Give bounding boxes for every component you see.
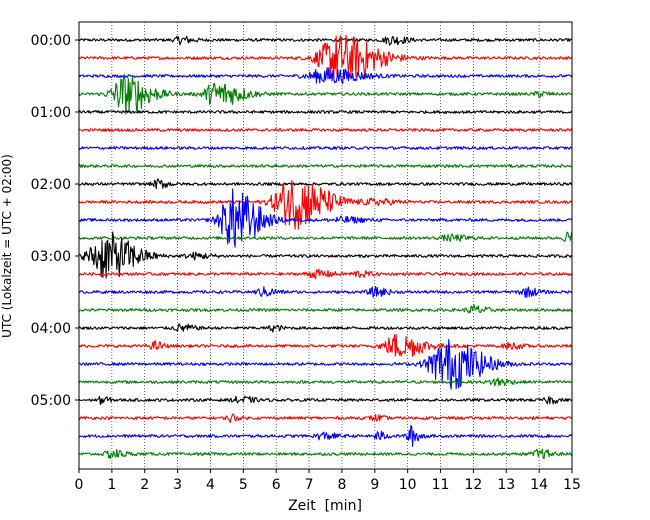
y-tick-label: 02:00 xyxy=(31,177,71,193)
trace-line-3 xyxy=(79,74,572,115)
grid-lines xyxy=(111,22,540,469)
x-tick-label: 2 xyxy=(140,477,149,493)
y-tick-label: 04:00 xyxy=(31,321,71,337)
y-axis-ticks: 00:00 01:00 02:00 03:00 04:00 05:00 xyxy=(31,33,79,409)
trace-line-19 xyxy=(79,377,572,387)
trace-line-14 xyxy=(79,286,572,298)
trace-line-13 xyxy=(79,268,572,280)
trace-line-9 xyxy=(79,179,572,230)
x-tick-label: 3 xyxy=(173,477,182,493)
trace-line-7 xyxy=(79,164,572,168)
x-axis-title: Zeit [min] xyxy=(288,498,362,514)
trace-line-10 xyxy=(79,188,572,248)
y-tick-label: 03:00 xyxy=(31,249,71,265)
trace-line-4 xyxy=(79,110,572,114)
trace-line-22 xyxy=(79,424,572,447)
seismic-traces xyxy=(79,34,572,460)
trace-line-20 xyxy=(79,395,572,406)
trace-line-11 xyxy=(79,231,572,243)
trace-line-1 xyxy=(79,34,572,80)
plot-frame xyxy=(78,21,573,470)
y-axis-title: UTC (Lokalzeit = UTC + 02:00) xyxy=(0,154,14,338)
trace-line-16 xyxy=(79,323,572,333)
x-tick-label: 4 xyxy=(206,477,215,493)
plot-background xyxy=(79,22,572,469)
trace-line-2 xyxy=(79,67,572,85)
trace-line-0 xyxy=(79,35,572,46)
x-tick-label: 0 xyxy=(75,477,84,493)
x-tick-label: 10 xyxy=(399,477,417,493)
x-tick-label: 8 xyxy=(337,477,346,493)
trace-line-8 xyxy=(79,178,572,190)
x-tick-label: 15 xyxy=(563,477,581,493)
x-tick-label: 14 xyxy=(530,477,548,493)
y-tick-label: 01:00 xyxy=(31,105,71,121)
x-tick-label: 13 xyxy=(497,477,515,493)
trace-line-5 xyxy=(79,128,572,132)
x-tick-label: 1 xyxy=(107,477,116,493)
x-axis-ticks: 0 1 2 3 4 5 6 7 8 9 10 11 12 13 14 15 xyxy=(75,469,581,493)
trace-line-23 xyxy=(79,448,572,460)
trace-line-15 xyxy=(79,304,572,314)
y-tick-label: 00:00 xyxy=(31,33,71,49)
trace-line-18 xyxy=(79,339,572,390)
x-tick-label: 5 xyxy=(239,477,248,493)
trace-line-21 xyxy=(79,413,572,424)
x-tick-label: 6 xyxy=(272,477,281,493)
x-tick-label: 9 xyxy=(370,477,379,493)
x-tick-label: 11 xyxy=(432,477,450,493)
x-tick-label: 7 xyxy=(305,477,314,493)
trace-line-12 xyxy=(79,231,572,279)
trace-line-6 xyxy=(79,146,572,150)
trace-line-17 xyxy=(79,334,572,357)
x-tick-label: 12 xyxy=(464,477,482,493)
y-tick-label: 05:00 xyxy=(31,393,71,409)
